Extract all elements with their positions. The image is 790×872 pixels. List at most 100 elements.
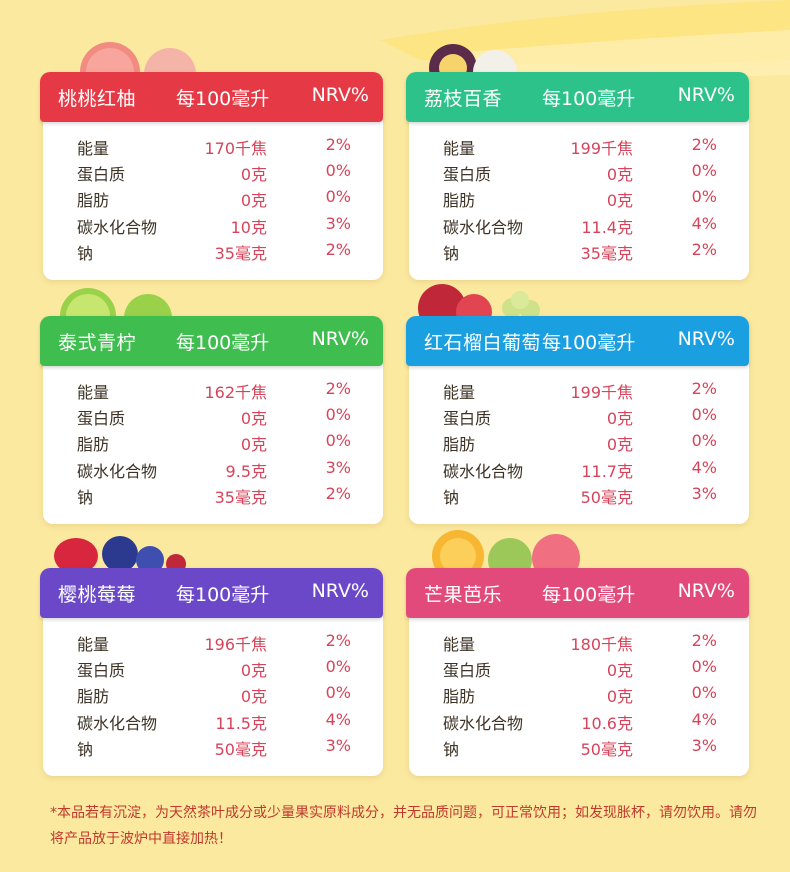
flavor-name: 桃桃红柚 — [58, 88, 137, 110]
nutrient-nrv: 0% — [325, 405, 351, 425]
card-header: 樱桃莓莓 每100毫升 NRV% — [40, 568, 383, 618]
nutrient-nrv: 0% — [325, 657, 351, 677]
nutrition-row: 钠 35毫克 2% — [43, 481, 383, 507]
nutrition-row: 脂肪 0克 0% — [43, 680, 383, 706]
nutrition-row: 钠 50毫克 3% — [409, 733, 749, 759]
nutrient-label: 钠 — [443, 243, 460, 263]
nutrient-nrv: 2% — [691, 239, 717, 259]
per-100ml-label: 每100毫升 — [176, 584, 270, 606]
background-swoosh — [380, 0, 790, 77]
nutrient-label: 蛋白质 — [77, 409, 126, 429]
nutrient-amount: 0克 — [606, 661, 633, 681]
lime-illustration — [60, 288, 172, 322]
nutrition-row: 碳水化合物 10克 3% — [43, 211, 383, 237]
nutrient-amount: 11.4克 — [581, 217, 633, 237]
nutrient-nrv: 2% — [691, 631, 717, 650]
nutrient-label: 脂肪 — [443, 191, 476, 211]
nutrient-label: 蛋白质 — [77, 165, 126, 185]
nutrition-row: 脂肪 0克 0% — [43, 428, 383, 454]
nutrient-amount: 0克 — [240, 409, 267, 429]
nutrition-row: 钠 35毫克 2% — [409, 237, 749, 263]
nutrition-row: 能量 199千焦 2% — [409, 132, 749, 158]
nutrient-label: 蛋白质 — [443, 409, 492, 429]
card-header: 芒果芭乐 每100毫升 NRV% — [406, 568, 749, 618]
nutrient-amount: 0克 — [606, 191, 633, 211]
nutrient-label: 能量 — [443, 383, 476, 402]
nutrition-row: 脂肪 0克 0% — [409, 680, 749, 706]
nutrient-nrv: 4% — [691, 213, 717, 233]
nutrient-nrv: 2% — [325, 135, 351, 154]
nutrition-card-thai-lime: 泰式青柠 每100毫升 NRV% 能量 162千焦 2% 蛋白质 0克 0% 脂肪 0克 0% 碳… — [40, 316, 383, 524]
nutrition-row: 碳水化合物 9.5克 3% — [43, 455, 383, 481]
nrv-label: NRV% — [677, 84, 735, 106]
nutrition-card-pomegranate-grape: 红石榴白葡萄 每100毫升 NRV% 能量 199千焦 2% 蛋白质 0克 0% 脂肪 0克 0… — [406, 316, 749, 524]
nutrient-label: 碳水化合物 — [443, 461, 524, 481]
nutrition-row: 碳水化合物 11.4克 4% — [409, 211, 749, 237]
nrv-label: NRV% — [677, 580, 735, 602]
flavor-name: 泰式青柠 — [58, 332, 137, 354]
nrv-label: NRV% — [311, 328, 369, 350]
nutrient-amount: 50毫克 — [580, 739, 633, 759]
nutrient-nrv: 3% — [325, 735, 351, 755]
nutrition-card-peach-grapefruit: 桃桃红柚 每100毫升 NRV% 能量 170千焦 2% 蛋白质 0克 0% 脂肪 0克 0% 碳… — [40, 72, 383, 280]
footnote-disclaimer: *本品若有沉淀，为天然茶叶成分或少量果实原料成分，并无品质问题，可正常饮用；如发… — [50, 805, 757, 847]
nutrient-label: 钠 — [443, 487, 460, 507]
nutrient-label: 蛋白质 — [443, 661, 492, 681]
nutrient-amount: 10克 — [230, 217, 267, 237]
nutrient-nrv: 0% — [691, 683, 717, 703]
nutrition-row: 钠 50毫克 3% — [409, 481, 749, 507]
nutrient-amount: 0克 — [606, 165, 633, 185]
nutrient-amount: 10.6克 — [581, 713, 633, 733]
nutrition-card-cherry-berry: 樱桃莓莓 每100毫升 NRV% 能量 196千焦 2% 蛋白质 0克 0% 脂肪 0克 0% 碳… — [40, 568, 383, 776]
nutrient-amount: 0克 — [240, 435, 267, 455]
nutrition-row: 能量 199千焦 2% — [409, 376, 749, 402]
nutrient-nrv: 2% — [325, 631, 351, 650]
nutrition-row: 蛋白质 0克 0% — [409, 402, 749, 428]
nutrition-row: 蛋白质 0克 0% — [43, 158, 383, 184]
nutrient-nrv: 3% — [691, 483, 717, 503]
nutrient-label: 脂肪 — [443, 435, 476, 455]
nutrient-amount: 50毫克 — [214, 739, 267, 759]
flavor-name: 红石榴白葡萄 — [424, 332, 542, 354]
nutrition-card-lychee-passionfruit: 荔枝百香 每100毫升 NRV% 能量 199千焦 2% 蛋白质 0克 0% 脂肪 0克 0% 碳… — [406, 72, 749, 280]
nutrient-label: 能量 — [77, 139, 110, 158]
nutrient-amount: 9.5克 — [225, 461, 267, 481]
nutrient-nrv: 0% — [325, 431, 351, 451]
strawberry-blueberry-illustration — [54, 536, 186, 572]
nutrient-amount: 0克 — [240, 191, 267, 211]
nutrition-row: 能量 162千焦 2% — [43, 376, 383, 402]
nutrient-nrv: 0% — [691, 431, 717, 451]
nutrient-nrv: 2% — [691, 379, 717, 398]
nutrition-row: 碳水化合物 10.6克 4% — [409, 707, 749, 733]
nutrient-label: 碳水化合物 — [77, 713, 158, 733]
nutrient-nrv: 2% — [691, 135, 717, 154]
nutrient-amount: 0克 — [240, 687, 267, 707]
nutrient-label: 能量 — [77, 635, 110, 654]
nutrient-nrv: 3% — [691, 735, 717, 755]
card-header: 桃桃红柚 每100毫升 NRV% — [40, 72, 383, 122]
nutrient-amount: 162千焦 — [204, 383, 267, 402]
nutrition-row: 能量 180千焦 2% — [409, 628, 749, 654]
nutrient-label: 能量 — [77, 383, 110, 402]
nutrient-nrv: 4% — [691, 457, 717, 477]
nutrient-label: 钠 — [77, 487, 94, 507]
nutrient-label: 钠 — [77, 739, 94, 759]
nutrient-amount: 11.7克 — [581, 461, 633, 481]
nutrient-nrv: 2% — [325, 239, 351, 259]
nutrient-nrv: 3% — [325, 213, 351, 233]
nutrient-amount: 0克 — [240, 661, 267, 681]
nutrition-row: 钠 50毫克 3% — [43, 733, 383, 759]
nrv-label: NRV% — [677, 328, 735, 350]
nutrient-amount: 0克 — [606, 687, 633, 707]
nutrient-nrv: 2% — [325, 379, 351, 398]
nutrient-nrv: 0% — [691, 657, 717, 677]
nutrient-label: 钠 — [77, 243, 94, 263]
nutrient-label: 脂肪 — [443, 687, 476, 707]
nutrient-label: 能量 — [443, 139, 476, 158]
nutrient-amount: 11.5克 — [215, 713, 267, 733]
nutrient-label: 脂肪 — [77, 687, 110, 707]
nutrient-nrv: 0% — [325, 161, 351, 181]
nutrition-row: 能量 170千焦 2% — [43, 132, 383, 158]
card-header: 荔枝百香 每100毫升 NRV% — [406, 72, 749, 122]
nrv-label: NRV% — [311, 84, 369, 106]
